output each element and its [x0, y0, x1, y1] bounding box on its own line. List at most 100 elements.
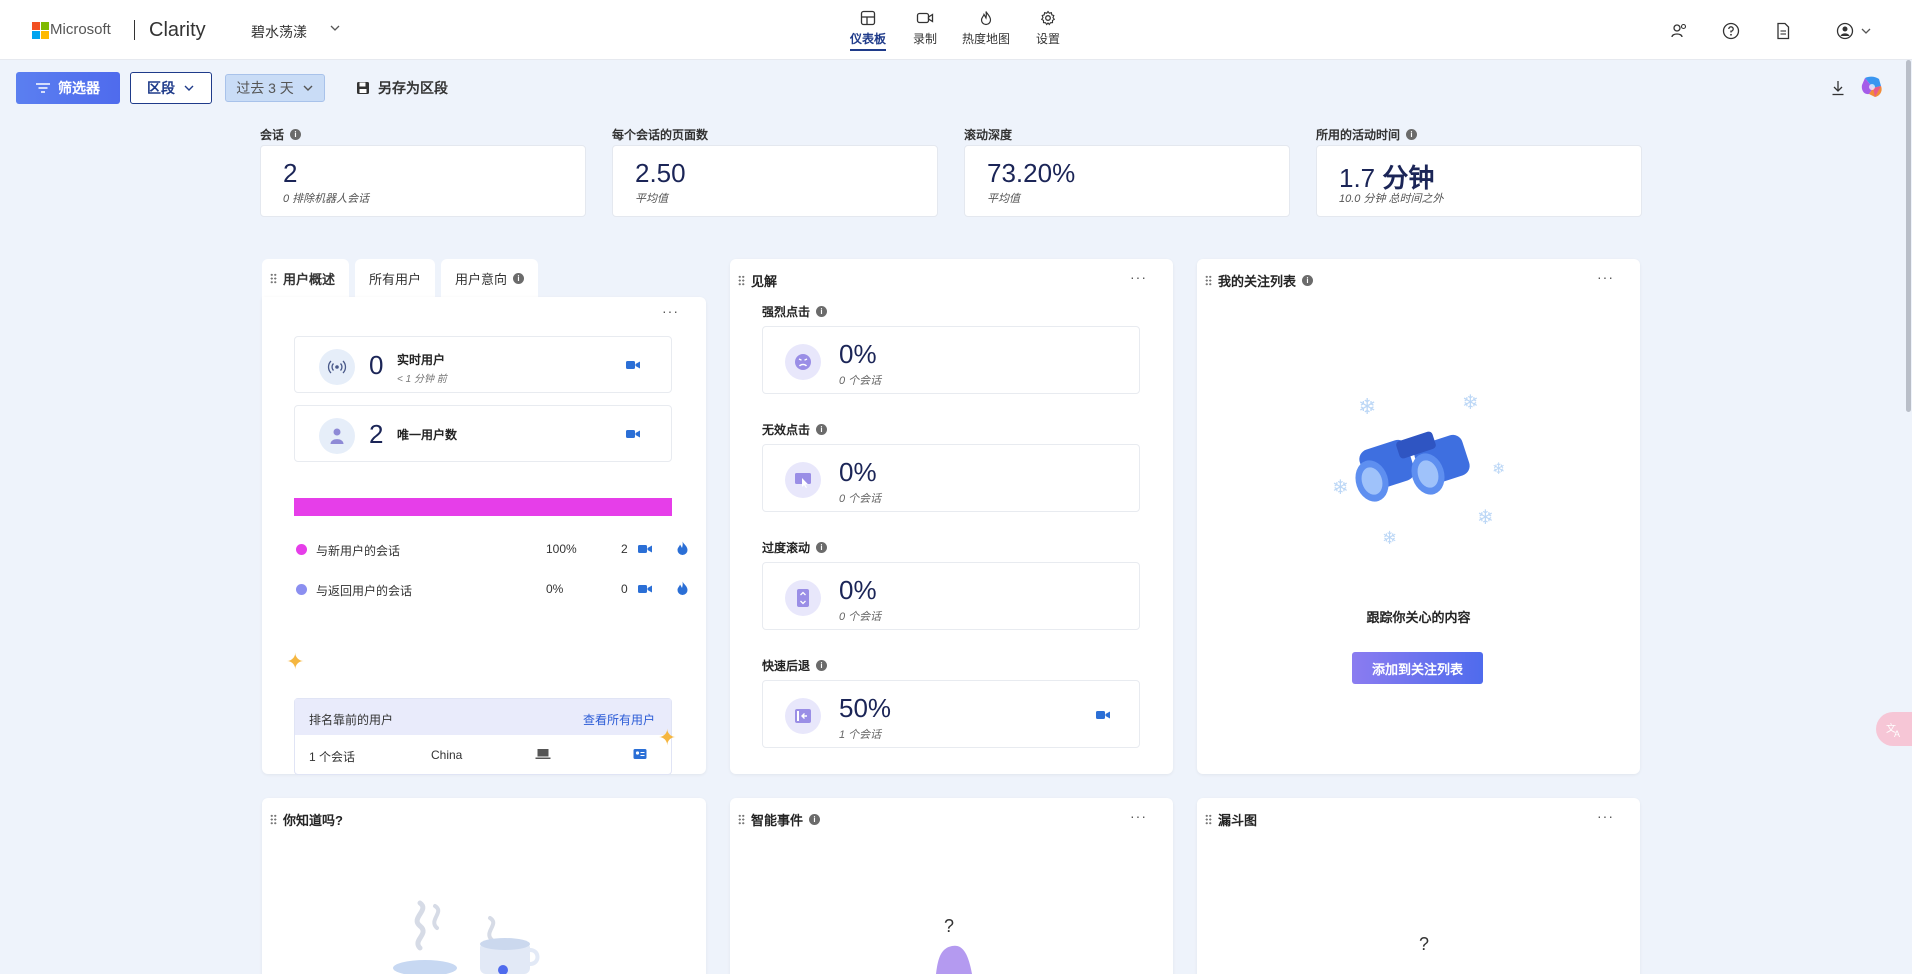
table-row[interactable]: 1 个会话 China — [295, 735, 671, 775]
help-icon[interactable] — [1722, 22, 1740, 40]
video-icon — [916, 12, 934, 24]
drag-handle-icon[interactable] — [738, 275, 745, 286]
drag-handle-icon[interactable] — [270, 272, 277, 284]
more-options-icon[interactable]: ··· — [1130, 269, 1147, 285]
did-you-know-title: 你知道吗? — [270, 810, 343, 829]
flame-icon[interactable] — [677, 541, 688, 555]
dead-clicks-card[interactable]: 0% 0 个会话 — [762, 444, 1140, 512]
share-people-icon[interactable] — [1670, 22, 1688, 40]
more-options-icon[interactable]: ··· — [1597, 808, 1614, 824]
video-icon[interactable] — [638, 584, 652, 594]
chevron-down-icon — [303, 85, 313, 91]
drag-handle-icon[interactable] — [270, 814, 277, 825]
kpi-subtext: 0 排除机器人会话 — [283, 193, 370, 205]
nav-tab-label: 仪表板 — [850, 32, 887, 46]
kpi-card-active-time: 1.7 分钟 10.0 分钟 总时间之外 — [1316, 145, 1642, 217]
copilot-icon[interactable] — [1859, 74, 1885, 100]
nav-tab-recordings[interactable]: 录制 — [913, 10, 937, 47]
id-card-icon[interactable] — [633, 748, 647, 760]
more-options-icon[interactable]: ··· — [662, 303, 679, 319]
watchlist-title: 我的关注列表 i — [1205, 271, 1314, 290]
view-all-users-link[interactable]: 查看所有用户 — [582, 713, 655, 727]
svg-text:❄: ❄ — [1477, 507, 1494, 529]
svg-text:❄: ❄ — [1358, 394, 1376, 419]
rage-clicks-card[interactable]: 0% 0 个会话 — [762, 326, 1140, 394]
date-range-dropdown[interactable]: 过去 3 天 — [225, 74, 325, 102]
legend-percent: 100% — [546, 542, 577, 556]
kpi-subtext: 平均值 — [635, 193, 668, 205]
person-icon — [319, 418, 355, 454]
tab-user-overview[interactable]: 用户概述 — [262, 259, 350, 297]
save-as-segment-label: 另存为区段 — [378, 80, 448, 96]
insight-label-text: 强烈点击 — [762, 305, 811, 319]
kpi-value: 1.7 分钟 — [1339, 163, 1435, 193]
svg-text:文: 文 — [1886, 722, 1896, 735]
kpi-label-active-time: 所用的活动时间 i — [1316, 126, 1418, 143]
chevron-down-icon — [184, 85, 194, 91]
watchlist-caption: 跟踪你关心的内容 — [1366, 610, 1471, 625]
kpi-subtext: 10.0 分钟 总时间之外 — [1339, 193, 1444, 205]
smart-events-title: 智能事件 i — [738, 810, 821, 829]
excessive-scrolling-card[interactable]: 0% 0 个会话 — [762, 562, 1140, 630]
info-icon[interactable]: i — [816, 660, 828, 671]
drag-handle-icon[interactable] — [738, 814, 745, 825]
document-icon[interactable] — [1774, 22, 1792, 40]
page-scrollbar[interactable] — [1906, 60, 1911, 412]
info-icon[interactable]: i — [816, 542, 828, 553]
kpi-card-sessions: 2 0 排除机器人会话 — [260, 145, 586, 217]
chevron-down-icon[interactable] — [1860, 22, 1872, 40]
legend-returning-users: 与返回用户的会话 0% 0 — [296, 581, 688, 598]
info-icon[interactable]: i — [513, 272, 525, 284]
quick-backs-card[interactable]: 50% 1 个会话 — [762, 680, 1140, 748]
video-icon[interactable] — [626, 429, 640, 439]
tab-all-users[interactable]: 所有用户 — [355, 259, 436, 297]
insight-label-text: 过度滚动 — [762, 541, 811, 555]
drag-handle-icon[interactable] — [1205, 814, 1212, 825]
video-icon[interactable] — [1096, 710, 1110, 720]
segments-dropdown[interactable]: 区段 — [130, 72, 212, 104]
kpi-unit: 分钟 — [1382, 163, 1435, 193]
tab-user-intent[interactable]: 用户意向 i — [441, 259, 539, 297]
flame-icon[interactable] — [677, 581, 688, 595]
info-icon[interactable]: i — [1406, 129, 1418, 140]
info-icon[interactable]: i — [816, 306, 828, 317]
account-icon[interactable] — [1836, 22, 1854, 40]
did-you-know-panel: 你知道吗? — [262, 798, 706, 974]
excessive-scrolling-label: 过度滚动 i — [762, 539, 828, 556]
save-as-segment-button[interactable]: 另存为区段 — [356, 78, 448, 98]
video-icon[interactable] — [638, 544, 652, 554]
filter-icon — [36, 83, 50, 93]
funnels-title: 漏斗图 — [1205, 810, 1257, 829]
rage-clicks-label: 强烈点击 i — [762, 303, 828, 320]
nav-tab-heatmaps[interactable]: 热度地图 — [962, 10, 1010, 47]
video-icon[interactable] — [626, 360, 640, 370]
info-icon[interactable]: i — [809, 814, 821, 825]
date-range-label: 过去 3 天 — [236, 80, 294, 96]
info-icon[interactable]: i — [290, 129, 302, 140]
svg-text:❄: ❄ — [1492, 461, 1505, 478]
more-options-icon[interactable]: ··· — [1130, 808, 1147, 824]
legend-percent: 0% — [546, 582, 564, 596]
more-options-icon[interactable]: ··· — [1597, 269, 1614, 285]
download-icon[interactable] — [1831, 80, 1845, 96]
project-selector-label[interactable]: 碧水荡漾 — [251, 24, 307, 40]
add-to-watchlist-button[interactable]: 添加到关注列表 — [1352, 652, 1483, 684]
sparkle-icon: ✦ — [286, 649, 305, 674]
nav-tab-label: 设置 — [1036, 32, 1061, 46]
app-title[interactable]: Clarity — [149, 19, 206, 41]
live-signal-icon — [319, 349, 355, 385]
quick-backs-label: 快速后退 i — [762, 657, 828, 674]
chevron-down-icon[interactable] — [329, 22, 341, 34]
dead-clicks-label: 无效点击 i — [762, 421, 828, 438]
info-icon[interactable]: i — [1302, 275, 1314, 286]
svg-text:?: ? — [1419, 934, 1429, 954]
drag-handle-icon[interactable] — [1205, 275, 1212, 286]
legend-new-users: 与新用户的会话 100% 2 — [296, 541, 688, 558]
info-icon[interactable]: i — [816, 424, 828, 435]
insight-label-text: 快速后退 — [762, 659, 811, 673]
question-mark-icon: ? — [1419, 934, 1429, 954]
nav-tab-dashboard[interactable]: 仪表板 — [850, 10, 887, 51]
filters-button[interactable]: 筛选器 — [16, 72, 120, 104]
nav-tab-settings[interactable]: 设置 — [1036, 10, 1060, 47]
